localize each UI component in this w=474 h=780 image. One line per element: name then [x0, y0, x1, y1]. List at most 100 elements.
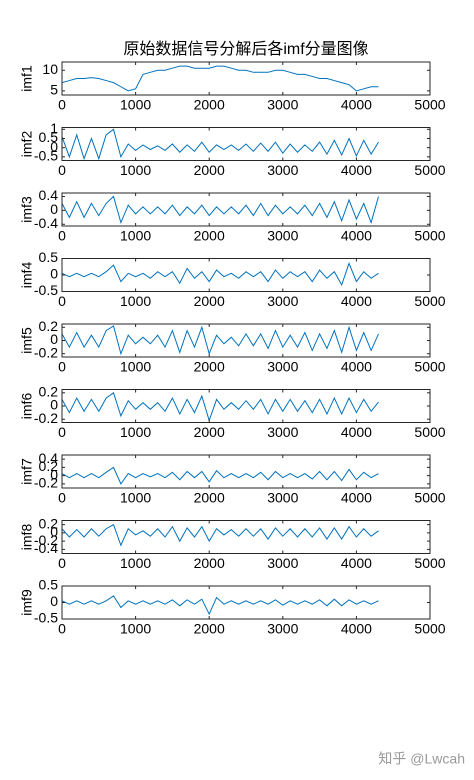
- plot-area: [62, 262, 379, 287]
- axes-box: [61, 192, 431, 227]
- y-tick-label: 0.5: [39, 249, 59, 265]
- x-tick-label: 1000: [120, 621, 151, 637]
- y-axis-label: imf5: [19, 327, 35, 354]
- y-tick-label: 0.5: [39, 129, 59, 145]
- signal-line: [62, 466, 379, 485]
- y-tick-label: 10: [42, 61, 58, 77]
- y-tick-label: 0: [50, 524, 58, 540]
- axes-box: [61, 585, 431, 620]
- x-tick-label: 4000: [341, 555, 372, 571]
- axes-background: [62, 324, 430, 357]
- x-tick-label: 1000: [120, 555, 151, 571]
- chart-title: 原始数据信号分解后各imf分量图像: [123, 40, 368, 58]
- axes-background: [62, 520, 430, 554]
- x-tick-label: 2000: [194, 621, 225, 637]
- x-tick-label: 0: [58, 162, 66, 178]
- plot-area: [62, 523, 379, 547]
- signal-line: [62, 595, 379, 616]
- x-tick-label: 4000: [341, 162, 372, 178]
- x-tick-label: 5000: [414, 228, 445, 244]
- axes-box: [61, 127, 431, 161]
- x-tick-label: 3000: [267, 359, 298, 375]
- x-tick-label: 4000: [341, 424, 372, 440]
- x-tick-label: 3000: [267, 424, 298, 440]
- x-tick-label: 3000: [267, 555, 298, 571]
- axes-box: [61, 520, 431, 554]
- axes-background: [62, 62, 430, 95]
- x-tick-label: 2000: [194, 228, 225, 244]
- x-tick-label: 2000: [194, 424, 225, 440]
- y-tick-label: -0.2: [34, 475, 58, 491]
- x-tick-label: 4000: [341, 621, 372, 637]
- x-tick-label: 1000: [120, 424, 151, 440]
- plot-area: [62, 128, 379, 161]
- y-tick-label: 0.2: [39, 384, 59, 400]
- y-tick-label: -0.4: [34, 215, 58, 231]
- x-tick-label: 0: [58, 228, 66, 244]
- y-tick-label: -0.2: [34, 344, 58, 360]
- signal-line: [62, 262, 379, 287]
- y-axis-label: imf7: [19, 458, 35, 485]
- signal-line: [62, 325, 379, 356]
- x-tick-label: 0: [58, 424, 66, 440]
- axes-box: [61, 258, 431, 292]
- watermark: 知乎 @Lwcah: [378, 751, 465, 767]
- x-tick-label: 3000: [267, 621, 298, 637]
- axes-box: [61, 323, 431, 358]
- x-tick-label: 1000: [120, 293, 151, 309]
- y-tick-label: 0: [50, 466, 58, 482]
- x-tick-label: 0: [58, 293, 66, 309]
- x-tick-label: 5000: [414, 359, 445, 375]
- axes-background: [62, 586, 430, 619]
- signal-line: [62, 391, 379, 423]
- x-tick-label: 3000: [267, 162, 298, 178]
- plot-area: [62, 325, 379, 356]
- y-tick-label: 0.4: [39, 450, 59, 466]
- x-tick-label: 2000: [194, 97, 225, 113]
- axes-background: [62, 455, 430, 488]
- x-tick-label: 5000: [414, 490, 445, 506]
- axes-background: [62, 193, 430, 226]
- axes-box: [61, 454, 431, 489]
- y-axis-label: imf4: [19, 262, 35, 289]
- axes-background: [62, 389, 430, 423]
- x-tick-label: 1000: [120, 359, 151, 375]
- x-tick-label: 4000: [341, 293, 372, 309]
- y-tick-label: 0.2: [39, 318, 59, 334]
- x-tick-label: 4000: [341, 228, 372, 244]
- y-tick-label: -0.2: [34, 410, 58, 426]
- x-tick-label: 0: [58, 359, 66, 375]
- signal-line: [62, 128, 379, 161]
- y-tick-label: 0.4: [39, 187, 59, 203]
- y-tick-label: -0.5: [34, 610, 58, 626]
- y-tick-label: 1: [50, 120, 58, 136]
- y-axis-label: imf6: [19, 393, 35, 420]
- axes-background: [62, 258, 430, 292]
- plot-area: [62, 595, 379, 616]
- plot-area: [62, 466, 379, 485]
- y-tick-label: -0.5: [34, 148, 58, 164]
- y-tick-label: -0.2: [34, 532, 58, 548]
- x-tick-label: 5000: [414, 162, 445, 178]
- x-tick-label: 5000: [414, 97, 445, 113]
- x-tick-label: 5000: [414, 424, 445, 440]
- x-tick-label: 1000: [120, 162, 151, 178]
- plot-area: [62, 391, 379, 423]
- x-tick-label: 0: [58, 97, 66, 113]
- y-tick-label: 0: [50, 331, 58, 347]
- x-tick-label: 4000: [341, 97, 372, 113]
- x-tick-label: 2000: [194, 293, 225, 309]
- y-axis-label: imf1: [19, 65, 35, 92]
- x-tick-label: 3000: [267, 228, 298, 244]
- y-tick-label: 0: [50, 138, 58, 154]
- y-tick-label: -0.4: [34, 540, 58, 556]
- y-tick-label: 0.2: [39, 458, 59, 474]
- y-axis-label: imf2: [19, 131, 35, 158]
- y-axis-label: imf9: [19, 589, 35, 616]
- y-tick-label: 0: [50, 397, 58, 413]
- x-tick-label: 3000: [267, 293, 298, 309]
- plot-area: [62, 195, 379, 225]
- x-tick-label: 4000: [341, 359, 372, 375]
- y-tick-label: -0.5: [34, 282, 58, 298]
